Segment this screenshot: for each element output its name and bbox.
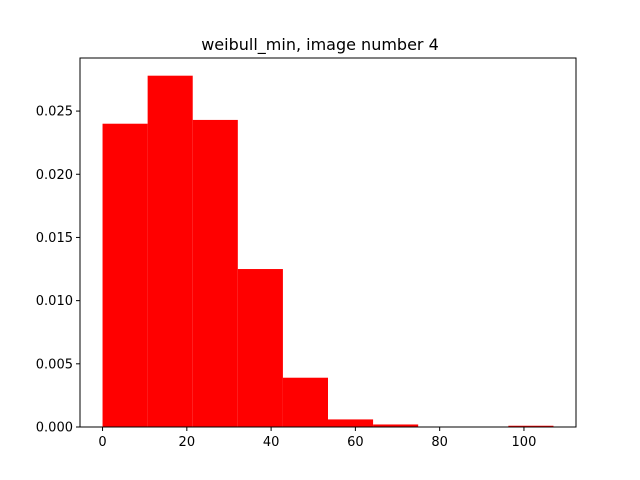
histogram-bar-7 bbox=[373, 424, 419, 427]
chart-title: weibull_min, image number 4 bbox=[201, 35, 439, 55]
y-tick-label-1: 0.000 bbox=[36, 421, 73, 436]
x-tick-label-2: 20 bbox=[179, 435, 196, 450]
x-axis-ticks: 0 20 40 60 80 100 bbox=[98, 427, 536, 450]
y-tick-label-5: 0.020 bbox=[36, 168, 73, 183]
y-tick-label-3: 0.010 bbox=[36, 294, 73, 309]
x-tick-label-4: 60 bbox=[347, 435, 364, 450]
y-axis-ticks: 0.000 0.005 0.010 0.015 0.020 0.025 bbox=[36, 105, 80, 436]
x-tick-label-3: 40 bbox=[263, 435, 280, 450]
x-tick-label-5: 80 bbox=[431, 435, 448, 450]
plot-frame bbox=[79, 57, 577, 428]
y-tick-label-2: 0.005 bbox=[36, 357, 73, 372]
histogram-bar-6 bbox=[328, 419, 374, 427]
y-tick-label-4: 0.015 bbox=[36, 231, 73, 246]
histogram-bar-3 bbox=[192, 119, 238, 427]
histogram-bar-2 bbox=[147, 75, 193, 428]
histogram-bar-10 bbox=[508, 425, 554, 427]
histogram-bar-1 bbox=[102, 123, 148, 427]
x-tick-label-6: 100 bbox=[512, 435, 537, 450]
bars-group bbox=[102, 75, 554, 428]
y-tick-label-6: 0.025 bbox=[36, 105, 73, 120]
x-tick-label-1: 0 bbox=[98, 435, 106, 450]
histogram-bar-5 bbox=[282, 377, 328, 427]
histogram-bar-4 bbox=[237, 269, 283, 427]
